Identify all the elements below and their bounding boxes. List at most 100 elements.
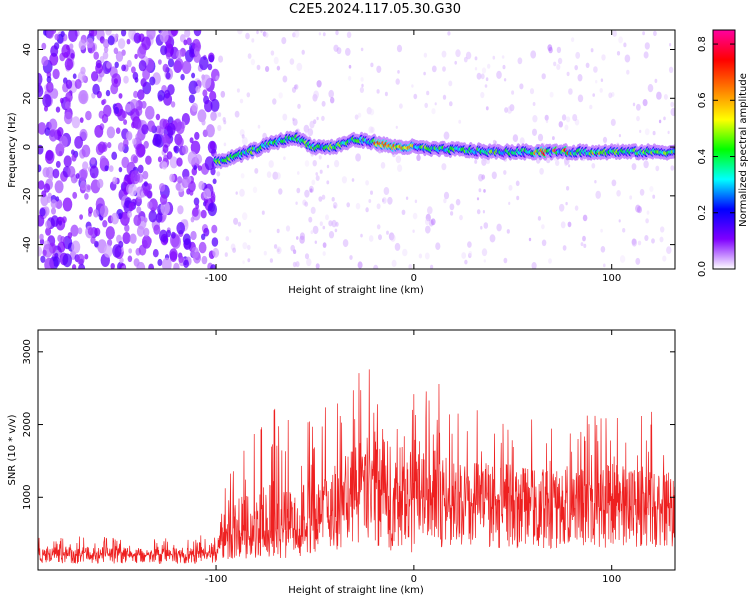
spectrogram-cell — [424, 218, 430, 225]
spectrogram-cell — [250, 58, 256, 66]
spectrogram-cell — [145, 155, 152, 165]
spectrogram-cell — [322, 225, 326, 230]
spectrogram-cell — [48, 118, 58, 131]
spectrogram-cell — [170, 30, 179, 37]
spectrogram-cell — [331, 219, 337, 228]
spectrogram-cell — [297, 171, 300, 175]
spectrogram-cell — [78, 169, 87, 182]
spectrogram-cell — [380, 162, 386, 169]
spectrogram-cell — [118, 167, 123, 173]
spectrogram-cell — [431, 108, 436, 115]
x-tick-label: 0 — [411, 574, 417, 585]
spectrogram-cell — [204, 99, 213, 113]
spectrogram-cell — [71, 116, 81, 129]
spectrogram-cell — [647, 84, 654, 93]
spectrogram-cell — [103, 244, 113, 258]
spectrogram-cell — [38, 180, 45, 190]
spectrogram-cell — [411, 84, 414, 88]
spectrogram-cell — [481, 67, 487, 74]
spectrogram-cell — [94, 240, 99, 248]
spectrogram-cell — [59, 135, 68, 149]
spectrogram-cell — [38, 164, 42, 173]
spectrogram-cell — [347, 32, 351, 39]
spectrogram-cell — [63, 155, 72, 168]
spectrogram-cell — [158, 126, 165, 136]
spectrogram-cell — [652, 130, 656, 136]
spectrogram-cell — [148, 210, 157, 223]
spectrogram-cell — [529, 88, 535, 95]
spectrogram-cell — [188, 94, 195, 104]
spectrogram-cell — [301, 49, 305, 55]
spectrogram-cell — [242, 242, 248, 250]
spectrogram-cell — [113, 78, 118, 85]
colorbar-tick-label: 0.0 — [697, 261, 708, 277]
spectrogram-cell — [635, 257, 641, 265]
spectrogram-cell — [91, 30, 98, 37]
spectrogram-cell — [149, 76, 156, 86]
spectrogram-cell — [568, 88, 573, 95]
spectrogram-cell — [134, 77, 139, 83]
spectrogram-cell — [335, 221, 339, 227]
spectrogram-cell — [414, 199, 418, 204]
spectrogram-cell — [646, 210, 650, 215]
spectrogram-cell — [461, 252, 467, 259]
spectrogram-cell — [89, 165, 99, 179]
spectrogram-cell — [309, 188, 313, 193]
spectrogram-cell — [182, 233, 191, 246]
spectrogram-cell — [194, 42, 202, 52]
spectrogram-cell — [418, 253, 423, 259]
spectrogram-cell — [111, 212, 119, 225]
spectrogram-cell — [129, 233, 137, 244]
spectrogram-cell — [189, 48, 196, 58]
spectrogram-cell — [557, 57, 563, 65]
spectrogram-cell — [157, 258, 163, 267]
spectrogram-cell — [176, 136, 184, 148]
spectrogram-cell — [93, 51, 99, 60]
spectrogram-cell — [106, 61, 112, 69]
spectrogram-cell — [388, 232, 395, 241]
spectrogram-cell — [483, 222, 489, 229]
spectrogram-cell — [515, 180, 520, 187]
spectrogram-cell — [58, 220, 63, 226]
spectrogram-cell — [489, 234, 496, 243]
spectrogram-cell — [78, 90, 89, 105]
spectrogram-cell — [483, 189, 486, 193]
spectrogram-cell — [90, 236, 96, 244]
spectrogram-cell — [434, 102, 437, 106]
spectrogram-cell — [552, 136, 555, 141]
spectrogram-cell — [355, 153, 361, 162]
spectrogram-cell — [199, 56, 209, 71]
spectrogram-cell — [275, 172, 281, 180]
spectrogram-cell — [205, 124, 215, 138]
spectrogram-cell — [623, 42, 627, 48]
spectrogram-cell — [77, 227, 83, 235]
spectrogram-cell — [355, 202, 361, 210]
spectrogram-cell — [245, 32, 250, 40]
spectrogram-cell — [595, 80, 598, 84]
spectrogram-cell — [308, 185, 314, 193]
spectrogram-cell — [549, 91, 554, 98]
spectrogram-cell — [656, 91, 662, 100]
spectrogram-cell — [506, 229, 510, 234]
spectrogram-cell — [183, 259, 190, 268]
spectrogram-cell — [663, 94, 668, 100]
spectrogram-cell — [103, 104, 112, 117]
spectrogram-cell — [123, 75, 129, 84]
spectrogram-cell — [261, 210, 265, 215]
spectrogram-cell — [92, 83, 100, 95]
spectrogram-cell — [256, 30, 259, 35]
spectrogram-cell — [123, 119, 128, 125]
spectrogram-cell — [198, 180, 205, 190]
spectrogram-cell — [376, 203, 381, 210]
spectrogram-cell — [50, 88, 59, 99]
spectrogram-cell — [566, 186, 570, 191]
spectrogram-cell — [667, 130, 670, 135]
spectrogram-cell — [366, 107, 372, 115]
spectrogram-cell — [50, 215, 59, 227]
spectrogram-cell — [38, 214, 45, 227]
spectrogram-cell — [483, 259, 486, 263]
spectrogram-cell — [519, 83, 524, 90]
spectrogram-cell — [202, 89, 208, 97]
spectrogram-cell — [574, 205, 579, 211]
spectrogram-cell — [191, 72, 196, 79]
